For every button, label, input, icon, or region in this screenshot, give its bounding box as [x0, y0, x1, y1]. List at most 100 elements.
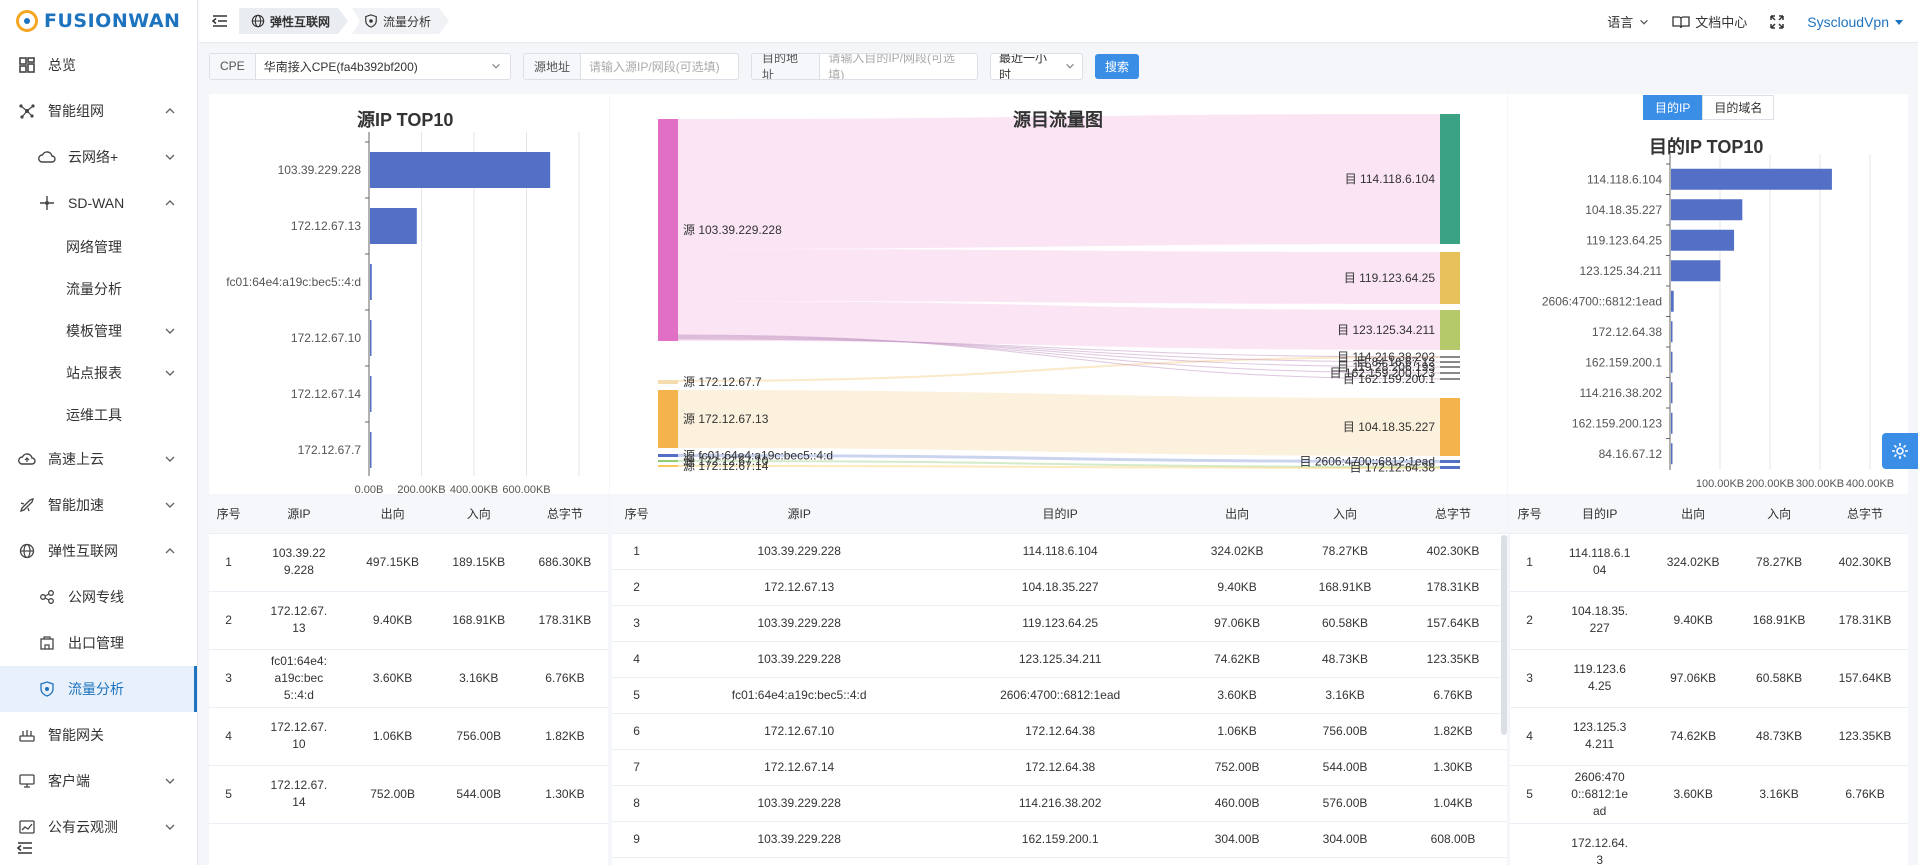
column-header[interactable]: 目的IP — [1549, 495, 1651, 534]
table-cell: 162.159.200.1 — [937, 821, 1184, 858]
sidebar-item-sdwan[interactable]: SD-WAN — [0, 180, 197, 226]
table-row[interactable]: 7 172.12.67.14 172.12.64.38 752.00B 544.00B 1… — [612, 749, 1507, 786]
sidebar-item-traffic-analysis[interactable]: 流量分析 — [0, 666, 197, 712]
table-cell: 104.18.35.227 — [1549, 591, 1651, 650]
table-row[interactable]: 1 114.118.6.104 324.02KB 78.27KB 402.30KB — [1510, 533, 1908, 592]
chart-title: 源IP TOP10 — [357, 110, 454, 130]
table-cell: 114.118.6.104 — [1549, 533, 1651, 592]
user-menu[interactable]: SyscloudVpn — [1807, 14, 1904, 30]
sidebar-item-overview[interactable]: 总览 — [0, 42, 197, 88]
sidebar-item-smart-gateway[interactable]: 智能网关 — [0, 712, 197, 758]
table-row[interactable]: 5 172.12.67.14 752.00B 544.00B 1.30KB — [209, 765, 608, 824]
table-cell: 74.62KB — [1183, 641, 1292, 678]
column-header[interactable]: 入向 — [1291, 495, 1399, 534]
sidebar-item-sdwan-traffic[interactable]: 流量分析 — [0, 268, 197, 310]
table-row[interactable]: 6 172.12.67.10 172.12.64.38 1.06KB 756.00B 1.… — [612, 713, 1507, 750]
sidebar-item-network-mgmt[interactable]: 网络管理 — [0, 226, 197, 268]
column-header[interactable]: 总字节 — [1399, 495, 1507, 534]
shield-icon — [364, 14, 378, 28]
tab-dest-domain[interactable]: 目的域名 — [1702, 95, 1775, 120]
sidebar-item-smart-network[interactable]: 智能组网 — [0, 88, 197, 134]
cpe-select[interactable]: CPE 华南接入CPE(fa4b392bf200) — [209, 52, 511, 80]
column-header[interactable]: 序号 — [612, 495, 662, 534]
table-row[interactable]: 3 119.123.64.25 97.06KB 60.58KB 157.64KB — [1510, 649, 1908, 708]
dest-address-input[interactable]: 目的地址 请输入目的IP/网段(可选填) — [751, 52, 978, 80]
table-row[interactable]: 2 172.12.67.13 9.40KB 168.91KB 178.31KB — [209, 591, 608, 650]
collapse-menu-icon[interactable] — [16, 839, 34, 857]
source-address-label: 源地址 — [524, 53, 582, 79]
column-header[interactable]: 目的IP — [937, 495, 1184, 534]
column-header[interactable]: 源IP — [248, 495, 350, 534]
sidebar-item-site-report[interactable]: 站点报表 — [0, 352, 197, 394]
sidebar-item-elastic-internet[interactable]: 弹性互联网 — [0, 528, 197, 574]
table-cell: 304.00B — [1291, 821, 1399, 858]
breadcrumb-item-traffic-analysis[interactable]: 流量分析 — [352, 8, 449, 34]
sidebar-item-public-line[interactable]: 公网专线 — [0, 574, 197, 620]
table-cell: 497.15KB — [349, 533, 436, 592]
table-row[interactable]: 2 104.18.35.227 9.40KB 168.91KB 178.31KB — [1510, 591, 1908, 650]
table-row[interactable]: 4 123.125.34.211 74.62KB 48.73KB 123.35KB — [1510, 707, 1908, 766]
table-scrollbar[interactable] — [1501, 535, 1507, 735]
settings-button[interactable] — [1882, 433, 1918, 469]
column-header[interactable]: 出向 — [349, 495, 436, 534]
table-row[interactable]: 172.12.64.3 — [1510, 823, 1908, 865]
sankey-target-node — [1440, 378, 1460, 380]
cpe-label: CPE — [210, 53, 256, 79]
sidebar-item-label: SD-WAN — [68, 195, 125, 211]
table-row[interactable]: 1 103.39.229.228 497.15KB 189.15KB 686.30KB — [209, 533, 608, 592]
sidebar-item-cloud-observe[interactable]: 公有云观测 — [0, 804, 197, 850]
column-header[interactable]: 出向 — [1183, 495, 1292, 534]
breadcrumb-item-elastic-internet[interactable]: 弹性互联网 — [239, 8, 348, 34]
time-range-select[interactable]: 最近一小时 — [990, 52, 1083, 80]
source-address-input[interactable]: 源地址 请输入源IP/网段(可选填) — [523, 52, 739, 80]
sidebar-item-template-mgmt[interactable]: 模板管理 — [0, 310, 197, 352]
dest-ip-chart-panel: 目的IP 目的域名 目的IP TOP10 114.118.6.104 104.18… — [1508, 94, 1908, 494]
table-row[interactable]: 5 fc01:64e4:a19c:bec5::4:d 2606:4700::6812… — [612, 677, 1507, 714]
column-header[interactable]: 序号 — [1510, 495, 1550, 534]
table-row[interactable]: 1 103.39.229.228 114.118.6.104 324.02KB 78.2… — [612, 533, 1507, 570]
sidebar-item-client[interactable]: 客户端 — [0, 758, 197, 804]
ip-text: 119.123.64.25 — [1573, 662, 1626, 693]
table-row[interactable]: 2 172.12.67.13 104.18.35.227 9.40KB 168.91KB… — [612, 569, 1507, 606]
sidebar-item-fast-cloud[interactable]: 高速上云 — [0, 436, 197, 482]
table-row[interactable]: 4 172.12.67.10 1.06KB 756.00B 1.82KB — [209, 707, 608, 766]
table-cell: 123.125.34.211 — [1549, 707, 1651, 766]
fullscreen-button[interactable] — [1769, 14, 1785, 30]
column-header[interactable]: 源IP — [661, 495, 938, 534]
table-cell: 3 — [1510, 649, 1550, 708]
search-button[interactable]: 搜索 — [1095, 53, 1140, 79]
bar — [370, 376, 372, 412]
column-header[interactable]: 入向 — [1736, 495, 1823, 534]
table-row[interactable]: 4 103.39.229.228 123.125.34.211 74.62KB 48.7… — [612, 641, 1507, 678]
sidebar-item-label: 公有云观测 — [48, 819, 118, 835]
table-row[interactable]: 5 2606:4700::6812:1ead 3.60KB 3.16KB 6.76KB — [1510, 765, 1908, 824]
brand-logo[interactable]: FUSIONWAN — [0, 0, 197, 42]
table-cell: 1.30KB — [1399, 749, 1507, 786]
dest-view-toggle: 目的IP 目的域名 — [1643, 95, 1775, 120]
sidebar-item-label: 云网络+ — [68, 149, 119, 165]
table-header-row: 序号 源IP 目的IP 出向 入向 总字节 — [612, 495, 1507, 534]
table-cell: fc01:64e4:a19c:bec5::4:d — [661, 677, 938, 714]
column-header[interactable]: 入向 — [435, 495, 522, 534]
sidebar-item-cloud-network[interactable]: 云网络+ — [0, 134, 197, 180]
language-dropdown[interactable]: 语言 — [1607, 12, 1650, 31]
sidebar-item-ops-tools[interactable]: 运维工具 — [0, 394, 197, 436]
table-row[interactable]: 3 fc01:64e4:a19c:bec5::4:d 3.60KB 3.16KB 6.7… — [209, 649, 608, 708]
table-cell: 576.00B — [1291, 785, 1399, 822]
sidebar-item-smart-accel[interactable]: 智能加速 — [0, 482, 197, 528]
column-header[interactable]: 序号 — [209, 495, 249, 534]
tab-dest-ip[interactable]: 目的IP — [1643, 95, 1703, 120]
table-row[interactable]: 8 103.39.229.228 114.216.38.202 460.00B 576.… — [612, 785, 1507, 822]
table-cell: 6.76KB — [1822, 765, 1908, 824]
sidebar-item-egress-mgmt[interactable]: 出口管理 — [0, 620, 197, 666]
docs-link[interactable]: 文档中心 — [1672, 12, 1747, 31]
column-header[interactable]: 总字节 — [1822, 495, 1908, 534]
table-row[interactable]: 9 103.39.229.228 162.159.200.1 304.00B 304.0… — [612, 821, 1507, 858]
table-cell: 1.06KB — [1183, 713, 1292, 750]
bar — [1671, 290, 1674, 312]
column-header[interactable]: 出向 — [1650, 495, 1737, 534]
column-header[interactable]: 总字节 — [521, 495, 608, 534]
sankey-target-label: 目 84.16.67.12 — [1356, 355, 1435, 369]
collapse-menu-icon[interactable] — [211, 12, 229, 30]
table-row[interactable]: 3 103.39.229.228 119.123.64.25 97.06KB 60.58… — [612, 605, 1507, 642]
